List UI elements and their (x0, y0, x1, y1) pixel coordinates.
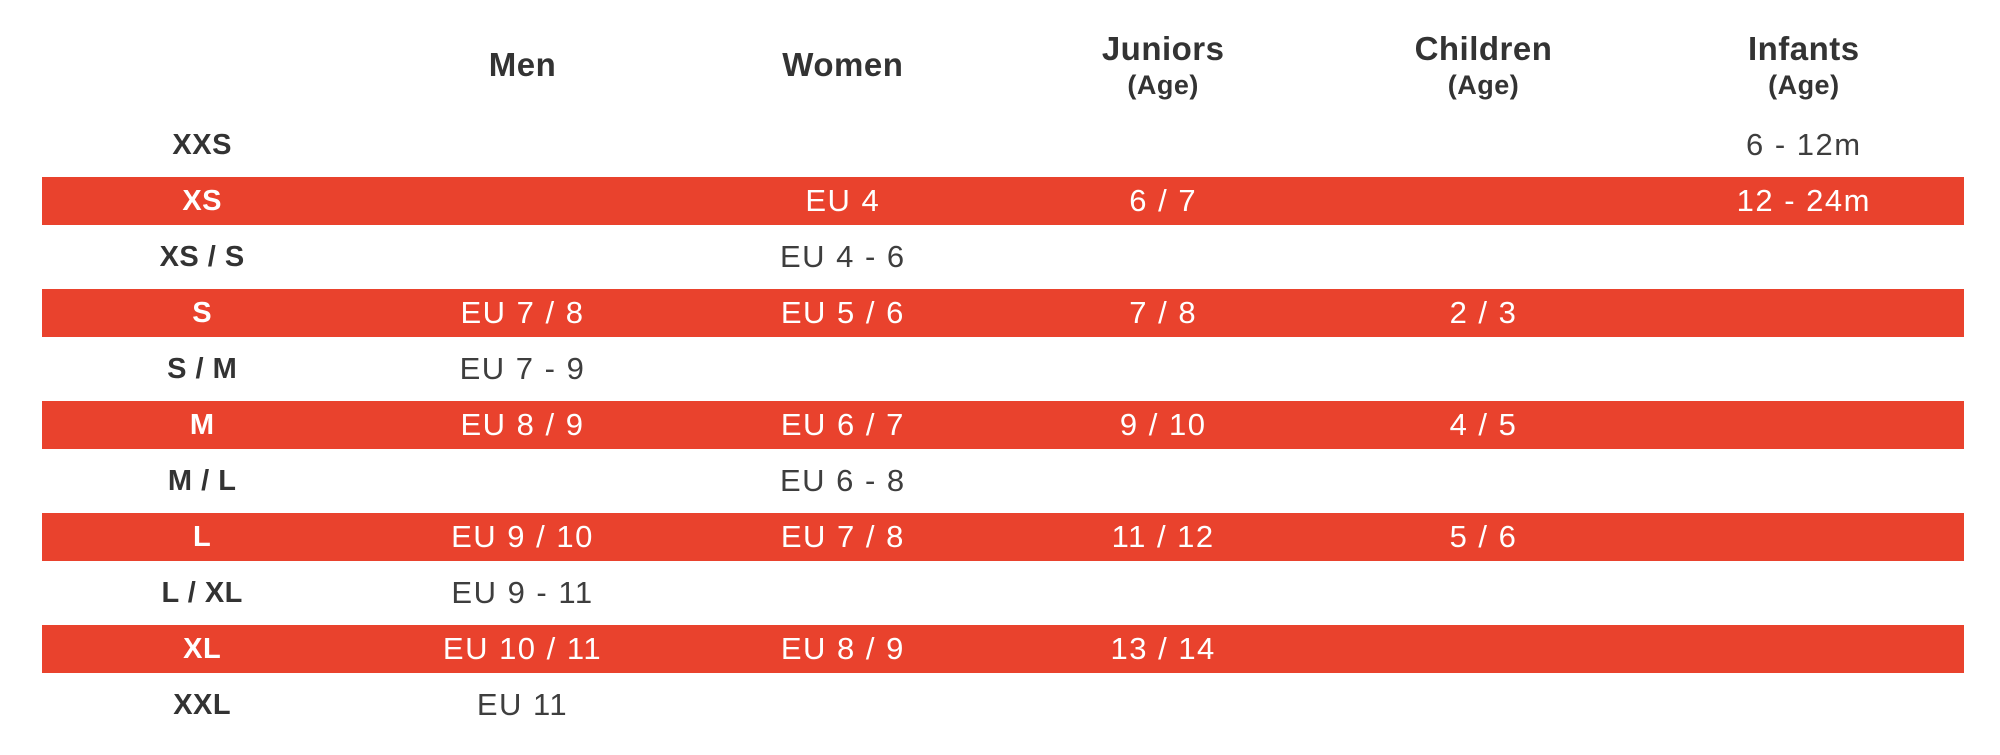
cell-juniors: 9 / 10 (1119, 407, 1207, 442)
table-row-xl: XL EU 10 / 11 EU 8 / 9 13 / 14 (42, 625, 1964, 673)
cell-juniors: 7 / 8 (1129, 295, 1198, 330)
table-row-xxl: XXL EU 11 (42, 677, 1964, 733)
header-juniors: Juniors (Age) (1003, 29, 1323, 101)
header-infants: Infants (Age) (1644, 29, 1964, 101)
table-row-sm: S / M EU 7 - 9 (42, 341, 1964, 397)
cell-men: EU 8 / 9 (460, 407, 585, 442)
size-label: L (193, 520, 212, 553)
header-label: Women (782, 46, 904, 84)
cell-women: EU 6 - 8 (779, 463, 906, 498)
cell-men: EU 9 / 10 (451, 519, 594, 554)
table-row-lxl: L / XL EU 9 - 11 (42, 565, 1964, 621)
cell-women: EU 6 / 7 (780, 407, 905, 442)
header-men: Men (362, 48, 682, 83)
cell-men: EU 9 - 11 (451, 575, 594, 610)
size-label: M / L (167, 464, 237, 497)
table-row-s: S EU 7 / 8 EU 5 / 6 7 / 8 2 / 3 (42, 289, 1964, 337)
cell-women: EU 4 - 6 (779, 239, 906, 274)
header-sublabel: (Age) (1768, 70, 1840, 101)
cell-men: EU 11 (476, 687, 569, 722)
header-label: Men (488, 46, 557, 84)
size-label: S (192, 296, 213, 329)
cell-children: 4 / 5 (1449, 407, 1518, 442)
header-label: Children (1414, 29, 1553, 67)
cell-infants: 12 - 24m (1736, 183, 1871, 218)
size-label: XS (182, 184, 222, 217)
table-row-xs: XS EU 4 6 / 7 12 - 24m (42, 177, 1964, 225)
cell-men: EU 7 / 8 (460, 295, 585, 330)
header-sublabel: (Age) (1447, 70, 1520, 101)
header-label: Infants (1747, 29, 1860, 67)
cell-children: 5 / 6 (1449, 519, 1518, 554)
table-row-m: M EU 8 / 9 EU 6 / 7 9 / 10 4 / 5 (42, 401, 1964, 449)
size-label: XXS (172, 128, 232, 161)
cell-infants: 6 - 12m (1746, 127, 1862, 162)
cell-juniors: 6 / 7 (1129, 183, 1198, 218)
table-row-ml: M / L EU 6 - 8 (42, 453, 1964, 509)
table-body: XXS 6 - 12m XS EU 4 6 / 7 12 - 24m XS / … (42, 117, 1964, 733)
table-row-l: L EU 9 / 10 EU 7 / 8 11 / 12 5 / 6 (42, 513, 1964, 561)
cell-women: EU 5 / 6 (780, 295, 905, 330)
size-label: XXL (173, 688, 232, 721)
size-label: L / XL (161, 576, 243, 609)
cell-men: EU 7 - 9 (459, 351, 586, 386)
table-row-xxs: XXS 6 - 12m (42, 117, 1964, 173)
size-label: XS / S (159, 240, 245, 273)
cell-juniors: 13 / 14 (1110, 631, 1216, 666)
header-children: Children (Age) (1323, 29, 1643, 101)
cell-women: EU 4 (805, 183, 881, 218)
cell-men: EU 10 / 11 (442, 631, 603, 666)
header-row: Men Women Juniors (Age) Children (Age) I… (42, 0, 1964, 117)
header-sublabel: (Age) (1127, 70, 1199, 101)
size-label: S / M (167, 352, 238, 385)
cell-women: EU 8 / 9 (780, 631, 905, 666)
size-label: XL (183, 632, 222, 665)
table-row-xss: XS / S EU 4 - 6 (42, 229, 1964, 285)
header-label: Juniors (1101, 29, 1225, 67)
cell-children: 2 / 3 (1449, 295, 1518, 330)
cell-women: EU 7 / 8 (780, 519, 905, 554)
cell-juniors: 11 / 12 (1111, 519, 1215, 554)
header-women: Women (683, 48, 1003, 83)
size-label: M (189, 408, 215, 441)
